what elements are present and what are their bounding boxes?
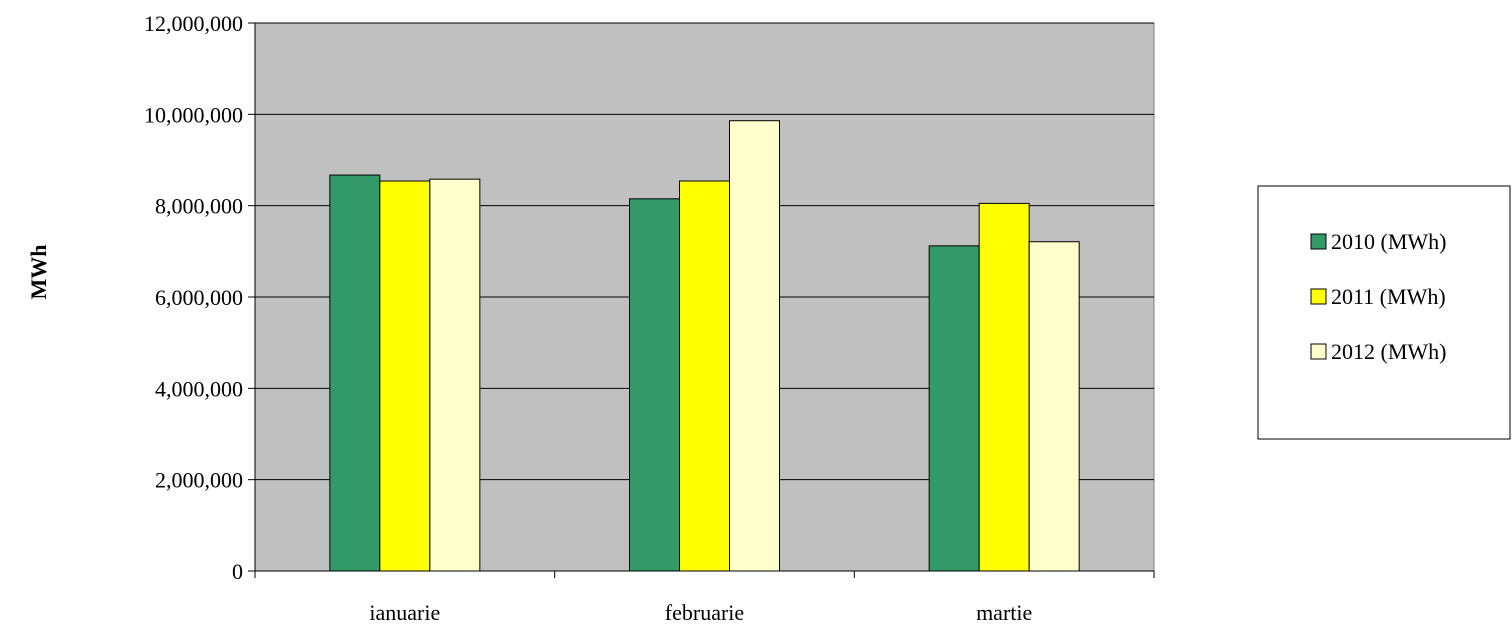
y-axis-title: MWh: [26, 245, 51, 300]
x-axis: ianuarie februarie martie: [254, 570, 1155, 625]
legend-box: [1257, 185, 1511, 440]
y-axis: 0 2,000,000 4,000,000 6,000,000 8,000,000 10,…: [144, 11, 256, 584]
legend-swatch-2: [1310, 343, 1327, 360]
x-tick-label-ianuarie: ianuarie: [369, 600, 440, 625]
bar-martie-1: [978, 202, 1030, 572]
bar-ianuarie-0: [329, 174, 381, 572]
legend: 2010 (MWh) 2011 (MWh) 2012 (MWh): [1257, 185, 1511, 440]
legend-swatch-0: [1310, 233, 1327, 250]
y-tick-label-3: 6,000,000: [155, 285, 243, 310]
bar-ianuarie-2: [429, 178, 481, 572]
bar-martie-0: [928, 245, 980, 572]
bar-februarie-1: [679, 180, 730, 572]
y-tick-label-4: 8,000,000: [155, 194, 243, 219]
x-tick-label-martie: martie: [976, 600, 1032, 625]
x-tick-label-februarie: februarie: [665, 600, 744, 625]
bar-februarie-0: [629, 198, 680, 572]
bar-februarie-2: [729, 120, 780, 572]
y-tick-label-0: 0: [232, 559, 243, 584]
legend-swatch-1: [1310, 288, 1327, 305]
y-tick-label-2: 4,000,000: [155, 376, 243, 401]
y-tick-label-6: 12,000,000: [144, 11, 243, 36]
bar-martie-2: [1028, 241, 1080, 572]
y-tick-label-1: 2,000,000: [155, 468, 243, 493]
bar-ianuarie-1: [379, 180, 431, 572]
legend-label-0: 2010 (MWh): [1331, 229, 1446, 254]
bars: [329, 120, 1080, 572]
y-tick-label-5: 10,000,000: [144, 102, 243, 127]
legend-label-1: 2011 (MWh): [1331, 284, 1446, 309]
legend-label-2: 2012 (MWh): [1331, 339, 1446, 364]
